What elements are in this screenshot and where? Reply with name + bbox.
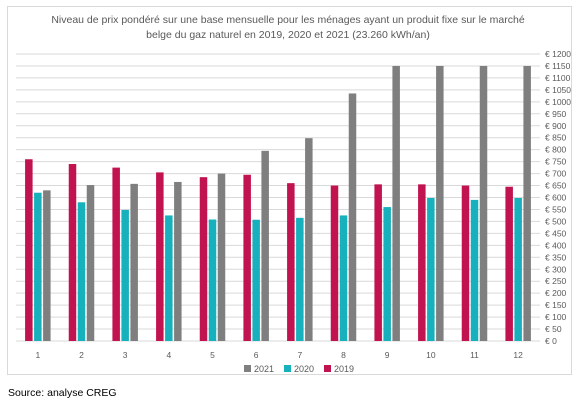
bar-2019 [112,167,120,341]
x-tick-label: 10 [426,350,436,360]
bar-2020 [121,209,129,341]
bar-2019 [418,184,426,341]
bar-2020 [208,219,217,341]
y-tick-label: € 100 [545,312,567,322]
bar-2020 [427,197,435,341]
y-tick-label: € 50 [545,324,562,334]
bar-2021 [217,173,226,341]
legend-label-2020: 2020 [294,364,314,374]
bar-2019 [287,183,295,341]
bar-2019 [505,186,513,341]
bar-2021 [305,138,313,341]
x-tick-label: 3 [123,350,128,360]
y-tick-label: € 150 [545,300,567,310]
bar-2020 [252,219,260,341]
chart-title: Niveau de prix pondéré sur une base mens… [48,13,528,43]
bar-2021 [392,65,400,342]
y-tick-label: € 1050 [545,85,571,95]
bar-2021 [86,185,95,341]
bar-2020 [77,202,86,341]
chart-plot: € 0 € 50 € 100 € 150 € 200 € 250 € 300 € 350 € 4… [16,49,571,374]
legend-swatch-2021 [244,365,251,372]
bar-2020 [514,197,522,341]
chart-figure: Niveau de prix pondéré sur une base mens… [7,6,572,375]
bar-2021 [43,190,51,341]
x-tick-label: 7 [297,350,302,360]
source-note: Source: analyse CREG [8,387,117,399]
bar-2021 [348,93,357,342]
bar-2019 [156,172,164,341]
y-tick-label: € 900 [545,121,567,131]
legend-label-2021: 2021 [254,364,274,374]
bar-2019 [330,185,339,341]
y-tick-label: € 0 [545,336,557,346]
bar-2020 [296,217,304,341]
bar-2019 [243,174,251,341]
x-tick-label: 11 [470,350,479,360]
y-tick-label: € 550 [545,204,567,214]
y-tick-label: € 1150 [545,61,571,71]
bar-2019 [25,159,33,341]
legend-swatch-2020 [284,365,291,372]
x-tick-label: 8 [341,350,346,360]
bar-2019 [199,177,208,341]
bar-2020 [34,192,42,341]
bar-2021 [523,65,531,342]
chart-title-line-2: belge du gaz naturel en 2019, 2020 et 20… [146,29,430,41]
bar-2019 [461,185,470,341]
x-tick-label: 9 [385,350,390,360]
bar-2019 [374,184,382,341]
bar-2020 [339,215,348,341]
y-tick-label: € 500 [545,216,567,226]
bar-2020 [470,199,479,341]
y-tick-label: € 1000 [545,97,571,107]
x-tick-label: 2 [79,350,84,360]
y-tick-label: € 450 [545,228,567,238]
y-tick-label: € 250 [545,276,567,286]
chart-title-line-1: Niveau de prix pondéré sur une base mens… [51,14,525,26]
x-tick-label: 12 [513,350,523,360]
bar-2021 [130,183,138,341]
legend-label-2019: 2019 [334,364,354,374]
y-tick-label: € 1200 [545,49,571,59]
bar-2021 [261,150,269,341]
x-tick-label: 5 [210,350,215,360]
y-tick-label: € 200 [545,288,567,298]
bar-2021 [174,181,182,341]
y-tick-label: € 700 [545,169,567,179]
y-tick-label: € 800 [545,145,567,155]
bar-2021 [436,65,444,342]
y-tick-label: € 650 [545,181,567,191]
x-tick-label: 1 [35,350,40,360]
y-tick-label: € 850 [545,133,567,143]
x-tick-label: 4 [166,350,171,360]
y-tick-label: € 300 [545,264,567,274]
bar-2020 [383,207,391,341]
y-tick-label: € 950 [545,109,567,119]
bar-2019 [68,164,77,341]
y-tick-label: € 750 [545,157,567,167]
y-tick-label: € 400 [545,240,567,250]
y-tick-label: € 600 [545,193,567,203]
y-tick-label: € 1100 [545,73,571,83]
x-tick-label: 6 [254,350,259,360]
legend-swatch-2019 [324,365,331,372]
bar-2020 [165,215,173,341]
bar-2021 [479,65,488,342]
y-tick-label: € 350 [545,252,567,262]
